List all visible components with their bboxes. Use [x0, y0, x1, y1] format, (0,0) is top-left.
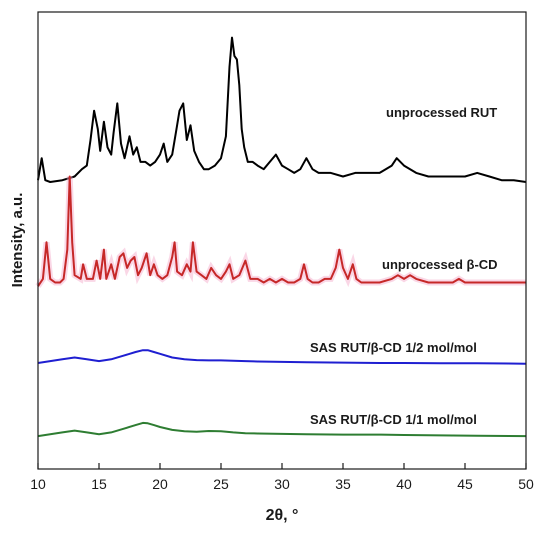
x-tick-label: 15 — [91, 476, 107, 492]
series-label-bcd: unprocessed β-CD — [382, 257, 498, 272]
x-axis-tick-labels: 10 15 20 25 30 35 40 45 50 — [30, 476, 534, 492]
x-tick-label: 10 — [30, 476, 46, 492]
series-line-2 — [37, 349, 527, 365]
x-tick-label: 30 — [274, 476, 290, 492]
series-line-1 — [37, 175, 526, 287]
series-line-0 — [37, 36, 527, 183]
series-label-sas-12: SAS RUT/β-CD 1/2 mol/mol — [310, 340, 477, 355]
plot-area — [35, 36, 527, 438]
x-axis-label: 2θ, ° — [266, 507, 299, 524]
plot-frame — [37, 11, 527, 470]
x-tick-label: 45 — [457, 476, 473, 492]
series-label-rut: unprocessed RUT — [386, 105, 497, 120]
series-line-3 — [37, 421, 527, 438]
x-tick-label: 35 — [335, 476, 351, 492]
x-axis-ticks — [37, 463, 527, 469]
x-tick-label: 40 — [396, 476, 412, 492]
x-tick-label: 20 — [152, 476, 168, 492]
y-axis-label: Intensity, a.u. — [9, 193, 26, 288]
x-tick-label: 25 — [213, 476, 229, 492]
x-tick-label: 50 — [518, 476, 534, 492]
series-label-sas-11: SAS RUT/β-CD 1/1 mol/mol — [310, 412, 477, 427]
